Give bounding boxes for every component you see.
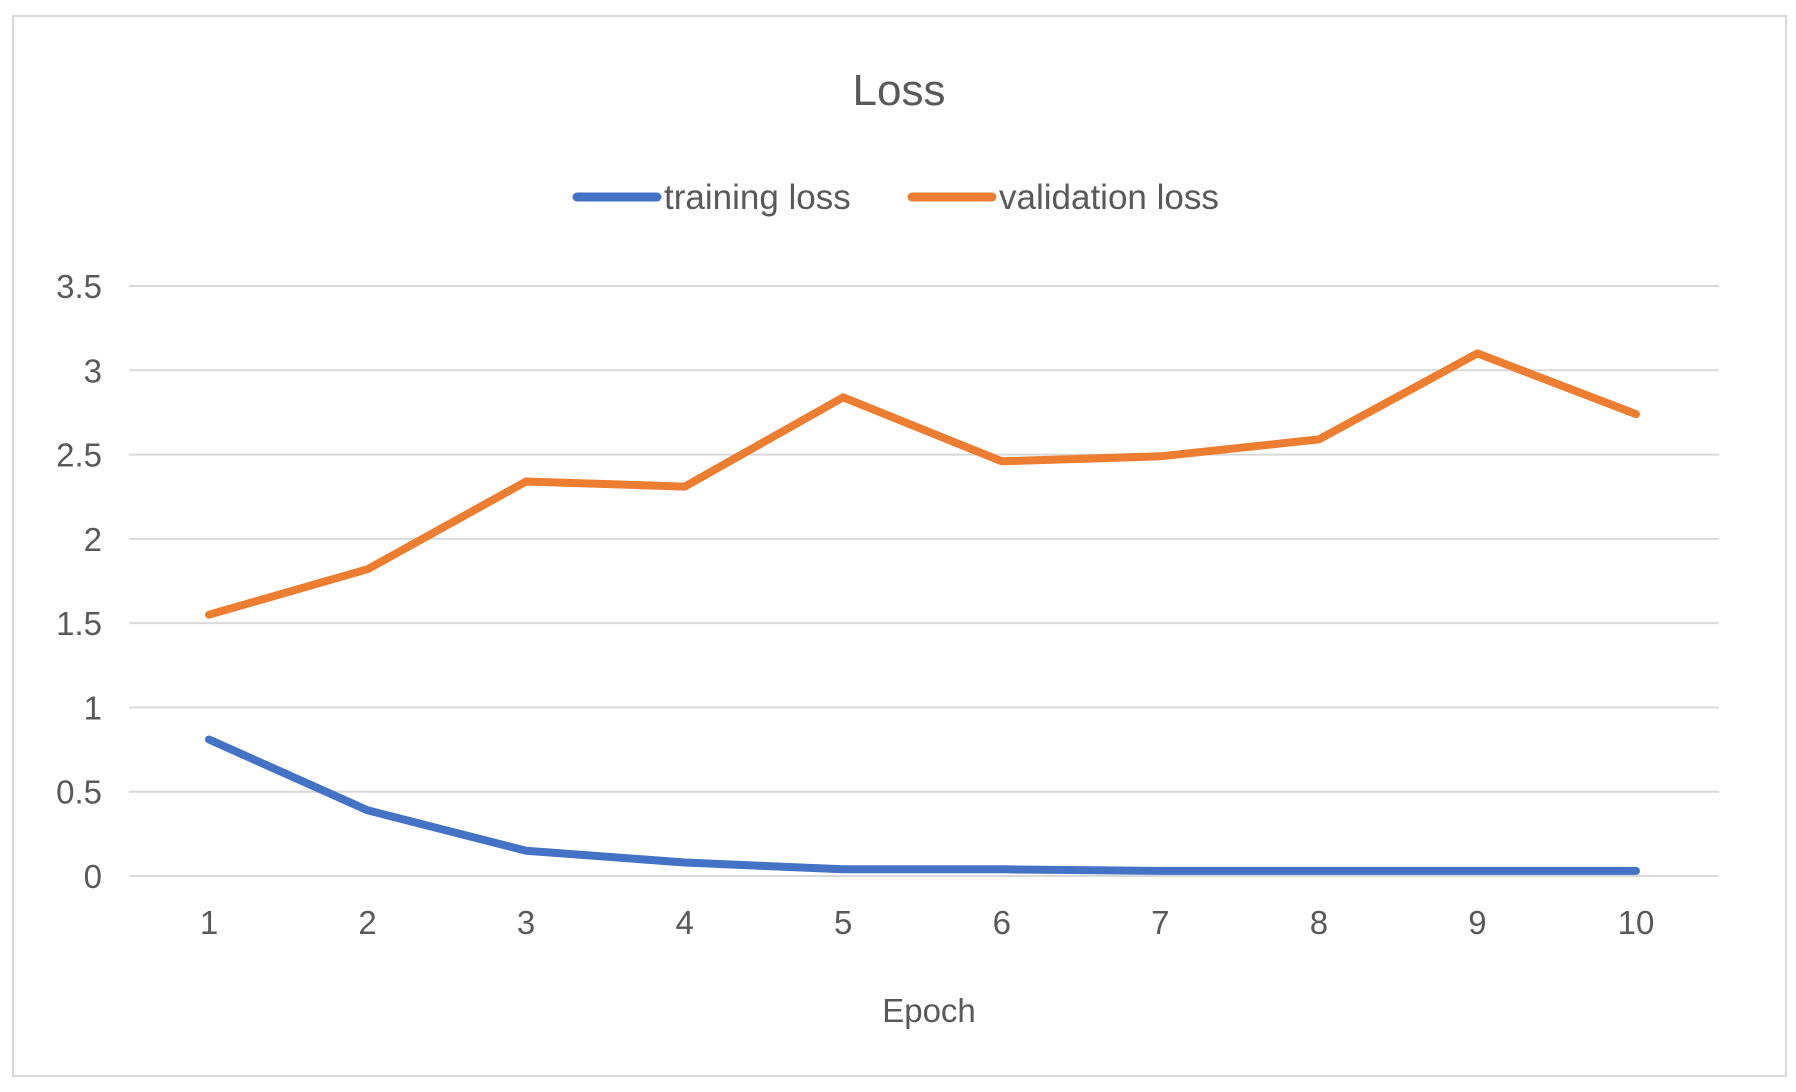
y-tick-label: 1.5 [56, 605, 102, 642]
x-tick-label: 4 [675, 904, 693, 941]
x-tick-label: 7 [1151, 904, 1169, 941]
y-tick-label: 2.5 [56, 437, 102, 474]
x-tick-label: 3 [517, 904, 535, 941]
x-tick-label: 2 [358, 904, 376, 941]
x-tick-label: 9 [1468, 904, 1486, 941]
y-axis-ticks: 0 0.5 1 1.5 2 2.5 3 3.5 [56, 268, 102, 895]
y-tick-label: 3.5 [56, 268, 102, 305]
x-tick-label: 6 [993, 904, 1011, 941]
loss-line-chart: Loss training loss validation loss 0 0.5 1… [56, 66, 1719, 1029]
y-tick-label: 0.5 [56, 774, 102, 811]
y-tick-label: 1 [84, 689, 102, 726]
y-tick-label: 3 [84, 352, 102, 389]
x-tick-label: 1 [200, 904, 218, 941]
y-tick-label: 0 [84, 858, 102, 895]
x-axis-label: Epoch [882, 992, 976, 1029]
y-tick-label: 2 [84, 521, 102, 558]
chart-title: Loss [853, 66, 946, 115]
x-tick-label: 8 [1310, 904, 1328, 941]
x-axis-ticks: 1 2 3 4 5 6 7 8 9 10 [200, 904, 1655, 941]
series-line-training-loss [205, 735, 1640, 875]
x-tick-label: 5 [834, 904, 852, 941]
series-line-validation-loss [205, 349, 1640, 619]
legend-label-training-loss: training loss [664, 178, 851, 217]
legend-label-validation-loss: validation loss [999, 178, 1219, 217]
series-lines [205, 349, 1640, 875]
legend: training loss validation loss [572, 178, 1219, 217]
chart-frame: Loss training loss validation loss 0 0.5 1… [12, 15, 1787, 1077]
x-tick-label: 10 [1618, 904, 1655, 941]
gridlines [129, 285, 1719, 877]
